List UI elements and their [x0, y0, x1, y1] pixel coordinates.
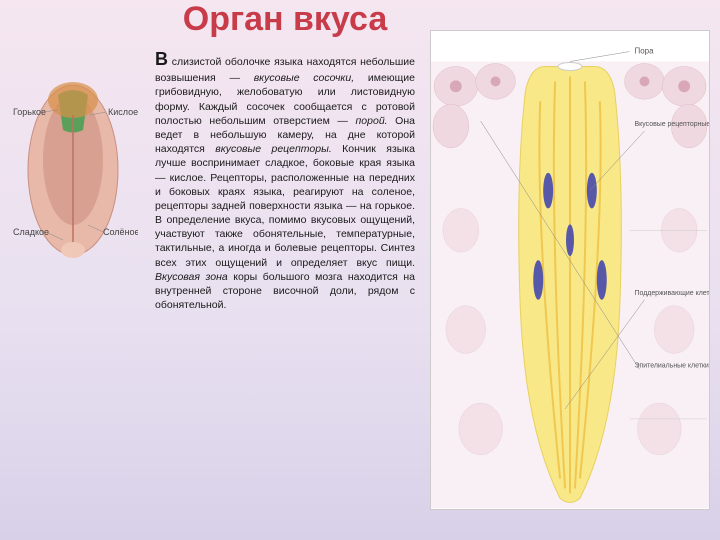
svg-text:Сладкое: Сладкое — [13, 227, 49, 237]
body-paragraph: В слизистой оболочке языка находятся неб… — [155, 47, 415, 312]
page-title: Орган вкуса — [155, 0, 415, 39]
tongue-region-image: Горькое Кислое Сладкое Солёное — [0, 0, 145, 540]
svg-text:Кислое: Кислое — [108, 107, 138, 117]
svg-text:Поддерживающие клетки: Поддерживающие клетки — [635, 290, 709, 297]
svg-text:Горькое: Горькое — [13, 107, 46, 117]
papilla-diagram: Пора Вкусовые рецепторные клетки Поддерж… — [425, 0, 720, 540]
tongue-svg: Горькое Кислое Сладкое Солёное — [8, 60, 138, 260]
svg-text:Солёное: Солёное — [103, 227, 138, 237]
svg-text:Вкусовые рецепторные клетки: Вкусовые рецепторные клетки — [635, 121, 709, 128]
svg-text:Эпителиальные клетки: Эпителиальные клетки — [635, 362, 709, 369]
svg-text:Пора: Пора — [635, 47, 655, 56]
papilla-svg: Пора Вкусовые рецепторные клетки Поддерж… — [431, 31, 709, 509]
text-content: Орган вкуса В слизистой оболочке языка н… — [145, 0, 425, 540]
